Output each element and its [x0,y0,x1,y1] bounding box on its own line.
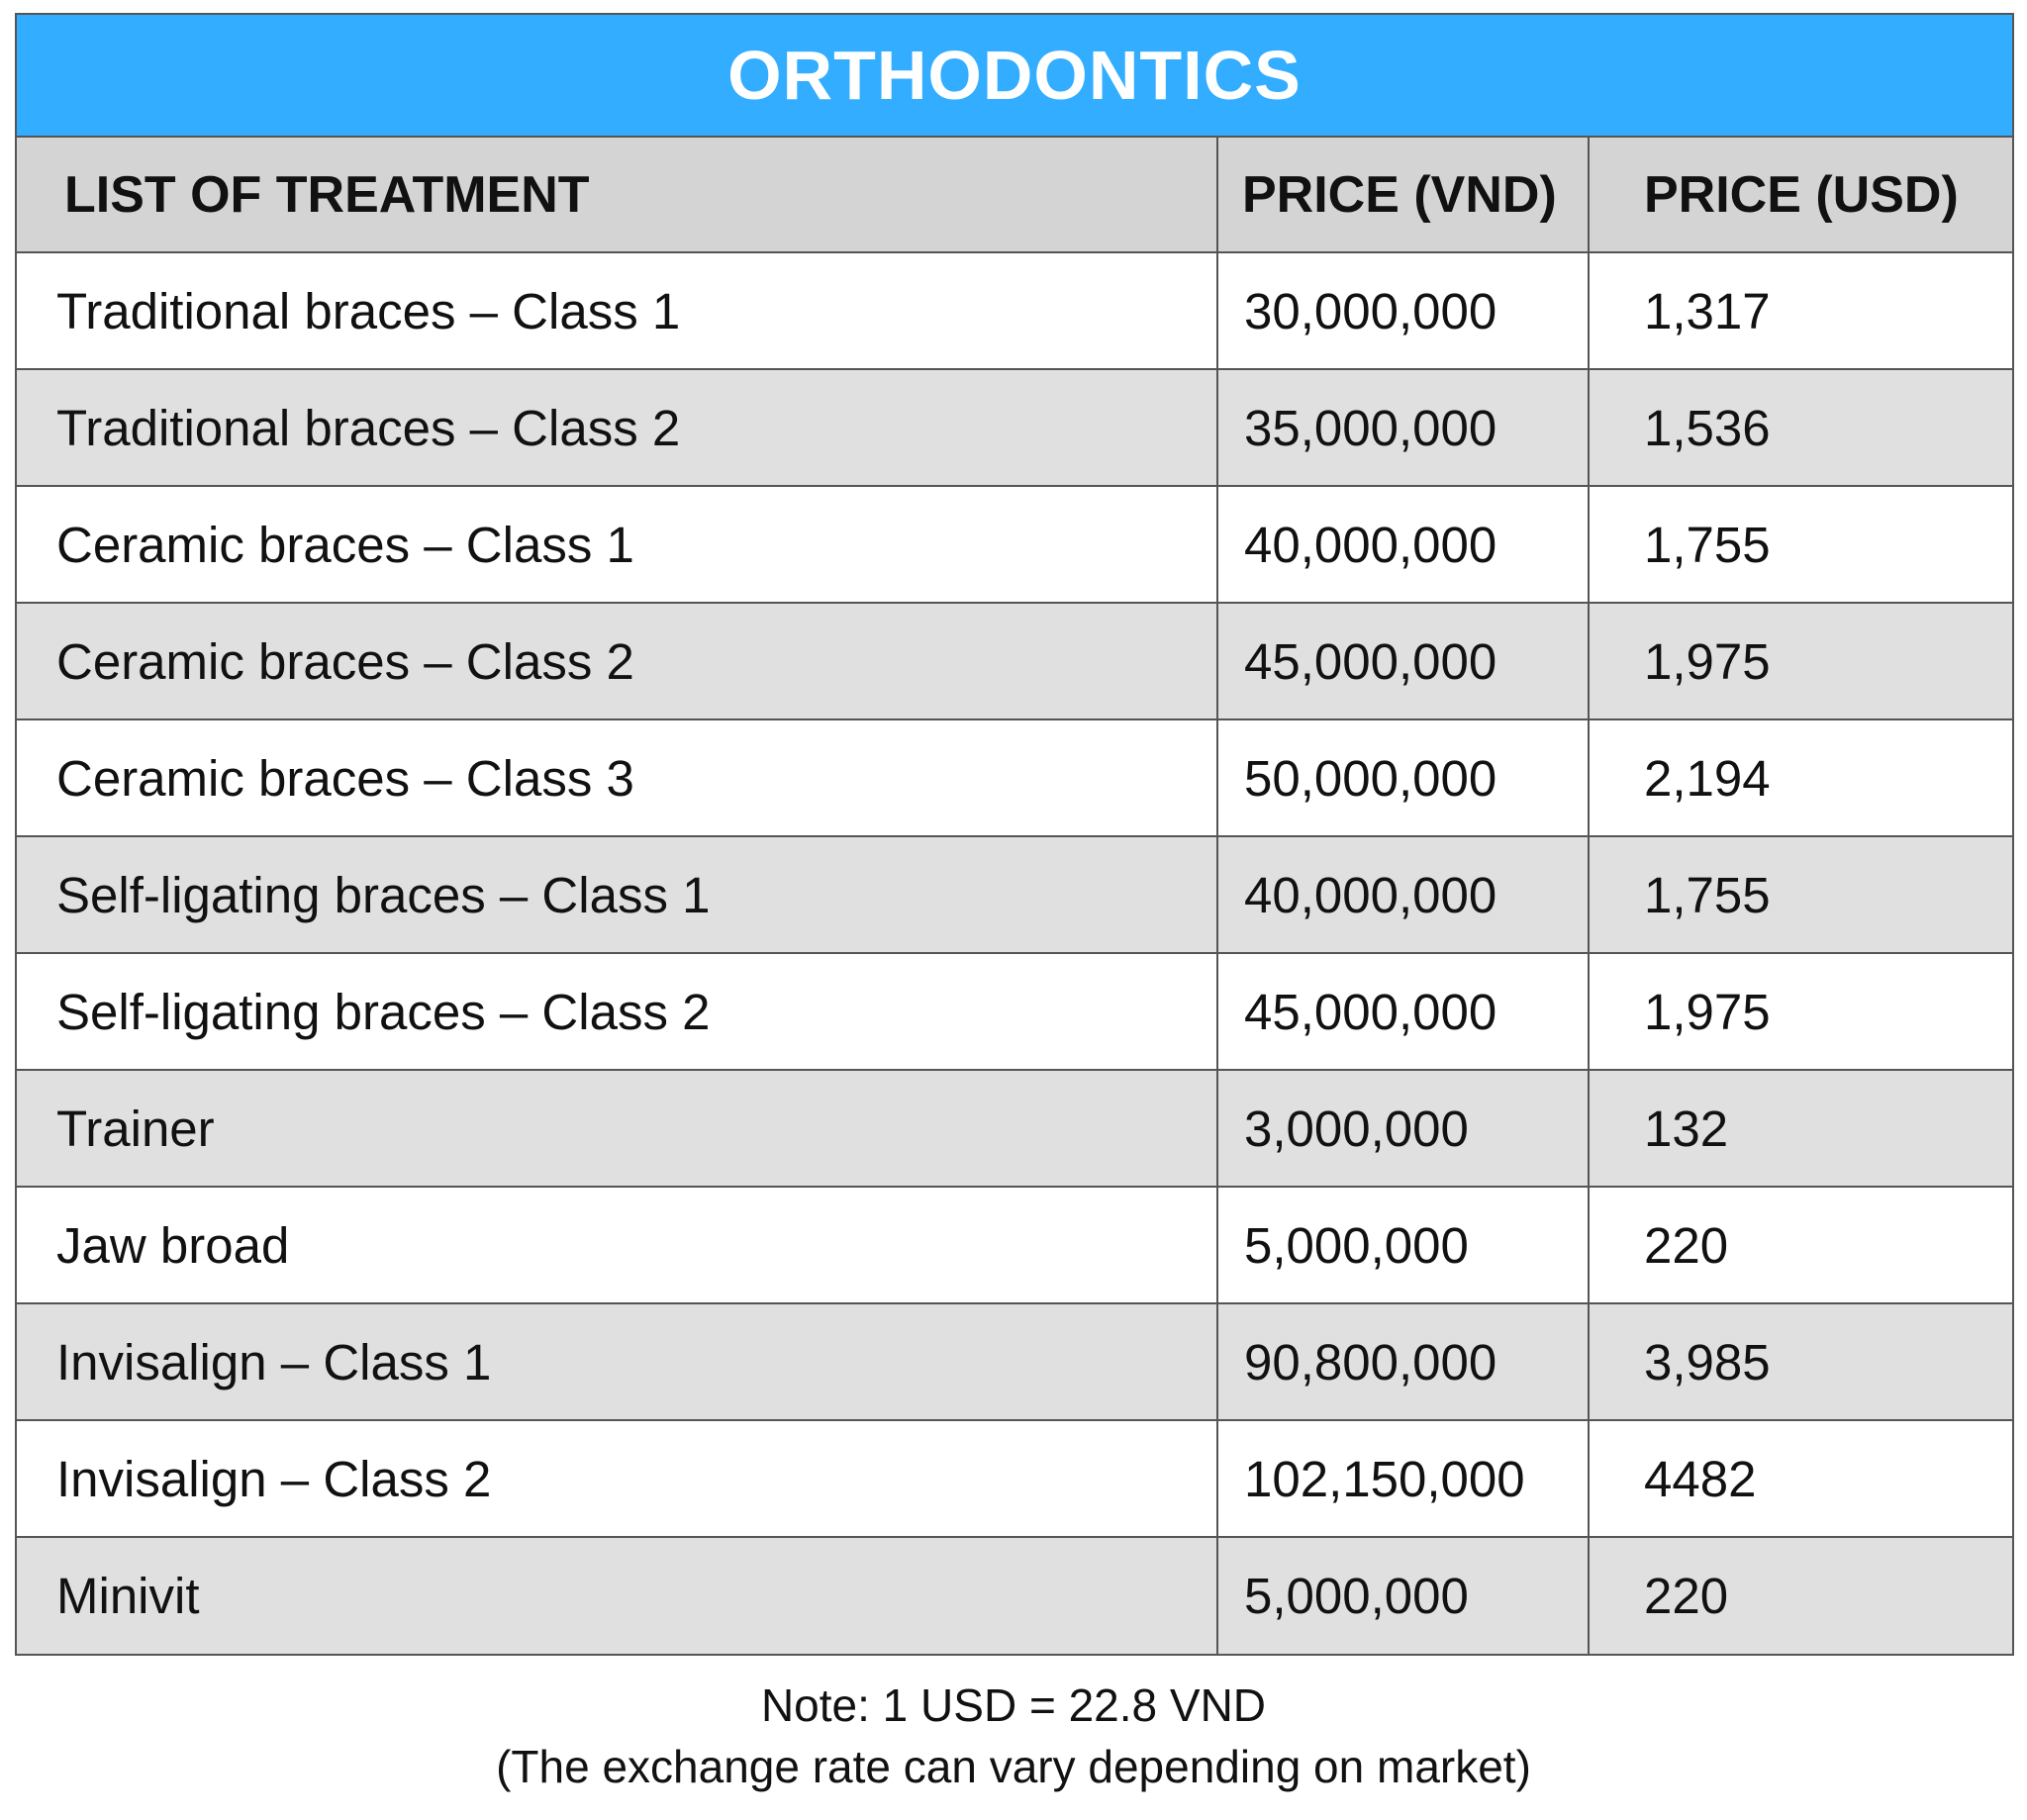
price-usd: 1,317 [1589,252,2012,370]
table-row: Traditional braces – Class 2 35,000,000 … [17,369,2012,487]
column-header-price-usd: PRICE (USD) [1589,138,2012,253]
price-usd: 4482 [1589,1420,2012,1538]
price-usd: 220 [1644,1568,1729,1624]
price-vnd: 102,150,000 [1217,1420,1590,1538]
price-usd: 1,975 [1589,603,2012,720]
price-vnd: 50,000,000 [1217,719,1590,837]
price-vnd: 45,000,000 [1217,953,1590,1071]
treatment-name: Invisalign – Class 1 [17,1303,1218,1421]
table-row: Ceramic braces – Class 2 45,000,000 1,97… [17,603,2012,720]
price-usd: 3,985 [1589,1303,2012,1421]
table-row: Self-ligating braces – Class 1 40,000,00… [17,836,2012,954]
table-row: Invisalign – Class 1 90,800,000 3,985 [17,1303,2012,1421]
price-usd: 1,975 [1589,953,2012,1071]
table-row: Minivit 5,000,000 220 [17,1537,2012,1654]
price-table: LIST OF TREATMENT PRICE (VND) PRICE (USD… [17,138,2012,1654]
table-header-row: LIST OF TREATMENT PRICE (VND) PRICE (USD… [17,138,2012,253]
price-vnd: 5,000,000 [1217,1187,1590,1304]
table-row: Traditional braces – Class 1 30,000,000 … [17,252,2012,370]
column-header-price-vnd: PRICE (VND) [1217,138,1590,253]
price-table-panel: ORTHODONTICS LIST OF TREATMENT PRICE (VN… [15,13,2014,1656]
table-row: Ceramic braces – Class 3 50,000,000 2,19… [17,719,2012,837]
treatment-name: Minivit [17,1537,1218,1654]
price-usd: 1,536 [1589,369,2012,487]
treatment-name: Ceramic braces – Class 1 [17,486,1218,604]
price-vnd: 40,000,000 [1217,486,1590,604]
price-vnd: 3,000,000 [1217,1070,1590,1188]
exchange-rate-disclaimer: (The exchange rate can vary depending on… [496,1741,1531,1792]
price-usd: 1,755 [1589,486,2012,604]
table-row: Invisalign – Class 2 102,150,000 4482 [17,1420,2012,1538]
page-title: ORTHODONTICS [727,37,1302,114]
treatment-name: Traditional braces – Class 2 [17,369,1218,487]
column-header-treatment: LIST OF TREATMENT [17,138,1218,253]
table-body: Traditional braces – Class 1 30,000,000 … [17,252,2012,1654]
price-vnd: 35,000,000 [1217,369,1590,487]
price-vnd: 45,000,000 [1217,603,1590,720]
price-vnd: 40,000,000 [1217,836,1590,954]
table-row: Self-ligating braces – Class 2 45,000,00… [17,953,2012,1071]
title-bar: ORTHODONTICS [17,15,2012,138]
table-row: Trainer 3,000,000 132 [17,1070,2012,1188]
price-usd: 220 [1589,1187,2012,1304]
price-vnd: 30,000,000 [1217,252,1590,370]
price-usd: 132 [1589,1070,2012,1188]
treatment-name: Traditional braces – Class 1 [17,252,1218,370]
exchange-rate-note: Note: 1 USD = 22.8 VND [760,1679,1267,1731]
treatment-name: Invisalign – Class 2 [17,1420,1218,1538]
table-row: Jaw broad 5,000,000 220 [17,1187,2012,1304]
treatment-name: Ceramic braces – Class 2 [17,603,1218,720]
table-row: Ceramic braces – Class 1 40,000,000 1,75… [17,486,2012,604]
treatment-name: Self-ligating braces – Class 2 [17,953,1218,1071]
treatment-name: Jaw broad [17,1187,1218,1304]
price-vnd: 90,800,000 [1217,1303,1590,1421]
treatment-name: Ceramic braces – Class 3 [17,719,1218,837]
price-vnd: 5,000,000 [1217,1537,1590,1654]
treatment-name: Self-ligating braces – Class 1 [17,836,1218,954]
price-usd: 1,755 [1589,836,2012,954]
treatment-name: Trainer [17,1070,1218,1188]
price-usd: 2,194 [1589,719,2012,837]
